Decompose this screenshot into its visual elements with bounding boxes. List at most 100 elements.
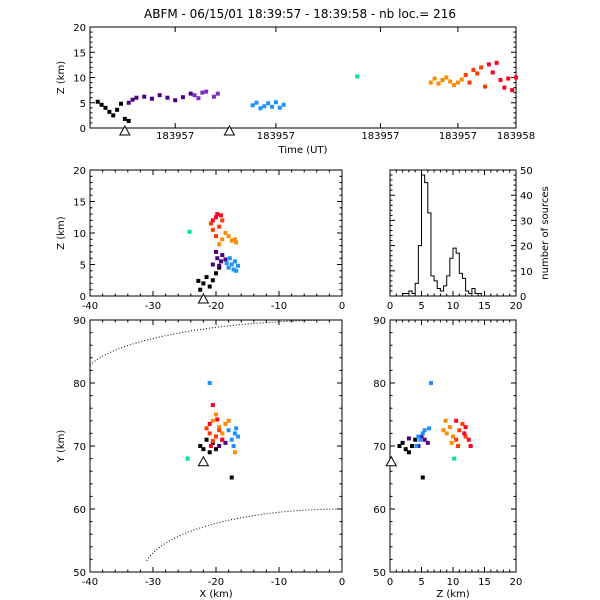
x-y-xtick-label: -20 [208,577,224,588]
histogram-ytick-label: 40 [520,191,533,202]
x-z-point [210,278,215,283]
z-y-point [403,447,408,452]
time-height-point [111,113,116,118]
time-height-point [103,105,108,110]
x-y-xtick-label: -40 [82,577,98,588]
x-y-point [207,431,212,436]
histogram-ytick-label: 30 [520,216,533,227]
x-z-xtick-label: 0 [339,301,345,312]
z-y-point [418,437,423,442]
x-y-station-marker [197,455,210,467]
time-height-point [211,94,216,99]
time_height-frame [89,26,517,129]
z-y-point [443,418,448,423]
time-height-point [126,118,131,123]
panel-x-y: 50 60 70 80 90 -40 -30 -20 -10 0 X (km) Y (km) [56,316,345,600]
x-z-point [234,240,239,245]
panel-time-height: 0 5 10 15 20 183957 183957 183957 183957 183958 Ti… [56,23,535,156]
time-height-point [502,85,507,90]
histogram-ytick-label: 50 [520,166,533,177]
z-y-point [428,381,433,385]
x-y-point [210,418,215,423]
z-y-xtick-label: 20 [510,577,523,588]
time-height-point [266,101,271,106]
x-y-point [185,456,190,461]
time-height-point [196,96,201,101]
x-z-point [210,262,215,267]
x-y-point [232,450,237,455]
x-z-point [229,262,234,267]
x-y-point [208,444,213,448]
time-height-point [180,95,185,100]
histogram-ytick-label: 10 [520,267,533,278]
time-height-point [200,90,205,95]
time-height-point [428,80,433,85]
time-height-point [188,91,193,96]
x-z-point [208,221,213,226]
x-z-point [210,218,215,223]
z-y-point [444,431,449,436]
time-height-point [479,65,484,70]
z-y-point [420,475,425,480]
panel-x-z: 0 5 10 15 20 -40 -30 -20 -10 0 Z (km) [56,166,345,312]
time-height-point [142,94,147,99]
x-y-ytick-label: 80 [73,379,86,390]
x-z-point [223,257,228,262]
x-y-point [214,412,218,417]
x-z-ytick-label: 5 [80,261,86,272]
x-y-point [204,437,209,442]
time-height-point [149,96,154,101]
time-height-point [258,106,263,111]
z-y-point [463,434,468,439]
x-y-point [214,434,218,439]
time-height-point [440,78,445,83]
time-height-xtick-label: 183957 [156,131,194,142]
z-y-xtick-label: 15 [478,577,491,588]
z-y-point [420,431,425,436]
x-z-ytick-label: 0 [80,292,86,303]
x-z-point [236,263,241,268]
x-z-point [214,271,218,276]
time-height-point [126,100,131,105]
x_z-frame [89,169,343,297]
time-height-point [510,88,515,93]
x-z-point [210,227,215,232]
x-z-point [229,238,234,243]
x-y-point [217,444,222,448]
time-height-ytick-label: 0 [80,124,86,135]
z-y-point [441,428,446,433]
z-y-point [406,450,411,455]
histogram-outline [390,174,516,297]
x-y-point [217,428,222,433]
x-z-point [214,234,218,239]
x-z-point [214,215,218,220]
histogram-ylabel: number of sources [540,186,551,279]
time-height-point [432,76,437,81]
time-height-point [475,71,480,76]
x-y-point [223,421,228,426]
time-height-xtick-label: 183957 [257,131,295,142]
time-height-xtick-label: 183957 [361,131,399,142]
x-z-point [196,278,201,283]
panel-histogram: 0 10 20 30 40 50 0 5 10 15 20 number of sources [387,166,551,312]
time-height-point [486,62,491,67]
time-height-point [95,99,100,104]
z-y-xlabel: Z (km) [436,589,469,600]
x-y-point [232,431,237,436]
x-y-point [229,437,234,442]
time-height-station-marker [223,124,236,136]
x-z-point [226,234,231,239]
x-y-xtick-label: 0 [339,577,345,588]
time-height-station-marker [119,124,131,136]
time-height-point [273,100,278,105]
x-z-point [217,224,222,229]
histogram-ytick-label: 20 [520,242,533,253]
z-y-point [466,437,471,442]
figure-title: ABFM - 06/15/01 18:39:57 - 18:39:58 - nb… [144,7,456,21]
x-y-point [223,440,228,445]
z-y-point [457,428,462,433]
z-y-ytick-label: 90 [373,316,386,327]
z-y-point [397,444,402,448]
x-y-point [207,381,212,385]
x-y-point [210,403,215,408]
